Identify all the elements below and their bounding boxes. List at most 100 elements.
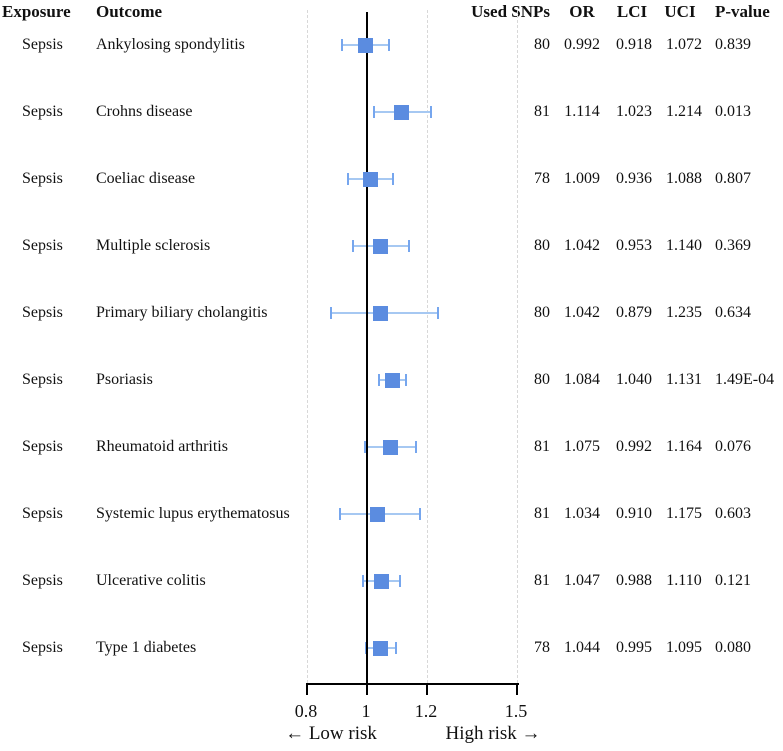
x-axis-label-low-risk: ← Low risk — [285, 723, 377, 744]
gridline-dashed — [427, 10, 428, 683]
cell-uci: 1.072 — [666, 36, 702, 53]
ci-cap-right — [430, 106, 433, 118]
cell-lci: 0.953 — [616, 237, 652, 254]
cell-lci: 0.995 — [616, 639, 652, 656]
cell-uci: 1.175 — [666, 505, 702, 522]
cell-outcome: Psoriasis — [96, 371, 153, 388]
cell-exposure: Sepsis — [22, 36, 63, 53]
column-header-outcome: Outcome — [96, 2, 163, 21]
cell-lci: 1.023 — [616, 103, 652, 120]
column-header-uci: UCI — [664, 2, 696, 21]
ci-cap-left — [363, 441, 366, 453]
cell-used-snps: 80 — [534, 237, 550, 254]
x-axis-tick-label: 1 — [361, 701, 371, 721]
cell-p-value: 0.369 — [715, 237, 751, 254]
cell-p-value: 0.603 — [715, 505, 751, 522]
cell-uci: 1.140 — [666, 237, 702, 254]
cell-used-snps: 80 — [534, 371, 550, 388]
x-axis-tick — [366, 683, 368, 695]
cell-p-value: 0.839 — [715, 36, 751, 53]
ci-cap-left — [372, 106, 375, 118]
cell-outcome: Systemic lupus erythematosus — [96, 505, 290, 522]
cell-lci: 0.910 — [616, 505, 652, 522]
cell-or: 1.114 — [564, 103, 600, 120]
ci-cap-right — [399, 575, 401, 587]
cell-outcome: Multiple sclerosis — [96, 237, 211, 254]
cell-uci: 1.164 — [666, 438, 702, 455]
cell-or: 1.042 — [564, 237, 600, 254]
or-square — [373, 641, 389, 656]
cell-used-snps: 80 — [534, 36, 550, 53]
gridline-dashed — [517, 10, 518, 683]
cell-exposure: Sepsis — [22, 103, 63, 120]
cell-used-snps: 81 — [534, 572, 550, 589]
column-header-p-value: P-value — [715, 2, 770, 21]
cell-used-snps: 78 — [534, 170, 550, 187]
or-square — [370, 507, 386, 522]
cell-lci: 0.936 — [616, 170, 652, 187]
or-square — [357, 38, 373, 53]
reference-line — [366, 12, 368, 695]
cell-exposure: Sepsis — [22, 304, 63, 321]
ci-cap-left — [341, 39, 344, 51]
cell-p-value: 1.49E-04 — [715, 371, 775, 388]
cell-lci: 0.988 — [616, 572, 652, 589]
cell-lci: 0.918 — [616, 36, 652, 53]
or-square — [372, 306, 388, 321]
x-axis-tick-label: 0.8 — [294, 701, 318, 721]
x-axis-label-high-risk: High risk → — [445, 723, 541, 744]
cell-uci: 1.110 — [666, 572, 702, 589]
cell-or: 1.075 — [564, 438, 600, 455]
cell-or: 1.042 — [564, 304, 600, 321]
cell-uci: 1.088 — [666, 170, 702, 187]
cell-uci: 1.235 — [666, 304, 702, 321]
or-square — [372, 239, 388, 254]
cell-p-value: 0.013 — [715, 103, 751, 120]
cell-outcome: Rheumatoid arthritis — [96, 438, 228, 455]
ci-cap-left — [351, 240, 354, 252]
cell-used-snps: 80 — [534, 304, 550, 321]
cell-p-value: 0.634 — [715, 304, 751, 321]
cell-lci: 0.992 — [616, 438, 652, 455]
cell-p-value: 0.080 — [715, 639, 751, 656]
ci-cap-left — [339, 508, 341, 520]
cell-p-value: 0.076 — [715, 438, 751, 455]
cell-outcome: Primary biliary cholangitis — [96, 304, 268, 321]
column-header-exposure: Exposure — [2, 2, 71, 21]
ci-cap-left — [364, 642, 367, 654]
ci-cap-right — [394, 642, 397, 654]
cell-p-value: 0.807 — [715, 170, 751, 187]
x-axis-tick — [516, 683, 518, 695]
cell-or: 1.009 — [564, 170, 600, 187]
x-axis-tick-label: 1.2 — [414, 701, 438, 721]
ci-cap-left — [378, 374, 380, 386]
cell-lci: 0.879 — [616, 304, 652, 321]
cell-uci: 1.095 — [666, 639, 702, 656]
cell-or: 1.047 — [564, 572, 600, 589]
cell-or: 0.992 — [564, 36, 600, 53]
cell-exposure: Sepsis — [22, 438, 63, 455]
cell-or: 1.084 — [564, 371, 600, 388]
cell-uci: 1.214 — [666, 103, 702, 120]
cell-p-value: 0.121 — [715, 572, 751, 589]
ci-cap-right — [387, 39, 390, 51]
cell-exposure: Sepsis — [22, 639, 63, 656]
cell-outcome: Ankylosing spondylitis — [96, 36, 245, 53]
cell-exposure: Sepsis — [22, 371, 63, 388]
cell-exposure: Sepsis — [22, 237, 63, 254]
x-axis-line — [307, 683, 519, 685]
ci-cap-right — [392, 173, 395, 185]
cell-or: 1.044 — [564, 639, 600, 656]
cell-outcome: Coeliac disease — [96, 170, 196, 187]
cell-outcome: Type 1 diabetes — [96, 639, 197, 656]
or-square — [382, 440, 398, 455]
cell-used-snps: 81 — [534, 103, 550, 120]
or-square — [374, 574, 390, 589]
cell-exposure: Sepsis — [22, 572, 63, 589]
or-square — [362, 172, 378, 187]
column-header-used-snps: Used SNPs — [471, 2, 550, 21]
cell-outcome: Crohns disease — [96, 103, 193, 120]
gridline-dashed — [307, 10, 308, 683]
